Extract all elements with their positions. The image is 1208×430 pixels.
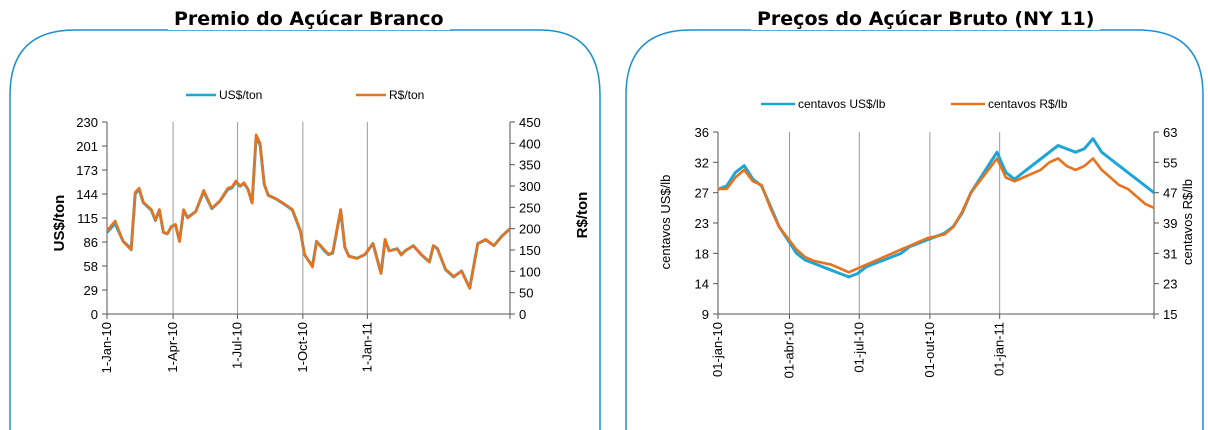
y-tick-label: 18 bbox=[695, 246, 709, 261]
y-tick-label: 32 bbox=[695, 155, 709, 170]
y-tick-label: 36 bbox=[695, 125, 709, 140]
panel-raw-sugar-prices: Preços do Açúcar Bruto (NY 11) centavos … bbox=[608, 0, 1208, 430]
y-tick-label: 29 bbox=[84, 283, 98, 298]
y-tick-label: 86 bbox=[84, 235, 98, 250]
x-tick-label: 01-abr-10 bbox=[782, 322, 797, 378]
series-line-brl bbox=[718, 157, 1155, 274]
y2-tick-label: 150 bbox=[519, 243, 541, 258]
frame-border bbox=[625, 29, 1204, 430]
y2-tick-label: 200 bbox=[519, 222, 541, 237]
y2-tick-label: 50 bbox=[519, 286, 533, 301]
y-tick-label: 14 bbox=[695, 277, 709, 292]
y2-tick-label: 400 bbox=[519, 136, 541, 151]
y2-tick-label: 450 bbox=[519, 115, 541, 130]
panel-frame bbox=[625, 29, 1204, 430]
y2-tick-label: 350 bbox=[519, 158, 541, 173]
series-line-brl bbox=[105, 133, 511, 290]
y2-tick-label: 39 bbox=[1163, 216, 1177, 231]
y-axis-title: centavos US$/lb bbox=[658, 175, 673, 270]
y-tick-label: 0 bbox=[91, 307, 98, 322]
y2-tick-label: 31 bbox=[1163, 246, 1177, 261]
y-tick-label: 230 bbox=[76, 115, 98, 130]
y2-tick-label: 100 bbox=[519, 264, 541, 279]
y-tick-label: 27 bbox=[695, 186, 709, 201]
y2-tick-label: 23 bbox=[1163, 277, 1177, 292]
y2-tick-label: 0 bbox=[519, 307, 526, 322]
x-tick-label: 1-Jan-10 bbox=[99, 322, 114, 373]
frame-border bbox=[9, 29, 601, 430]
x-tick-label: 01-jan-10 bbox=[710, 322, 725, 377]
y2-tick-label: 15 bbox=[1163, 307, 1177, 322]
y2-tick-label: 47 bbox=[1163, 186, 1177, 201]
chart-raw-sugar-prices: centavos US$/lb centavos R$/lb centavos … bbox=[658, 97, 1195, 378]
x-tick-label: 1-Jul-10 bbox=[230, 322, 245, 369]
series-line-usd bbox=[105, 135, 512, 290]
panel-white-sugar-premium: Premio do Açúcar Branco US$/ton R$/ton U… bbox=[9, 8, 601, 430]
y2-axis-title: R$/ton bbox=[574, 192, 591, 239]
y2-axis-title: centavos R$/lb bbox=[1180, 179, 1195, 265]
series-line-usd bbox=[717, 137, 1155, 279]
y-tick-label: 173 bbox=[76, 163, 98, 178]
y2-tick-label: 63 bbox=[1163, 125, 1177, 140]
y-tick-label: 58 bbox=[84, 259, 98, 274]
panel-frame bbox=[9, 29, 601, 430]
y2-tick-label: 250 bbox=[519, 200, 541, 215]
legend-label-brl: centavos R$/lb bbox=[988, 97, 1068, 111]
legend-label-brl: R$/ton bbox=[389, 88, 424, 102]
legend-label-usd: US$/ton bbox=[219, 88, 262, 102]
y-tick-label: 115 bbox=[77, 211, 98, 226]
x-tick-label: 1-Apr-10 bbox=[165, 322, 180, 373]
x-tick-label: 1-Jan-11 bbox=[359, 322, 374, 372]
y-tick-label: 201 bbox=[76, 139, 98, 154]
y-tick-label: 9 bbox=[702, 307, 709, 322]
legend-label-usd: centavos US$/lb bbox=[798, 97, 886, 111]
y2-tick-label: 55 bbox=[1163, 155, 1177, 170]
chart-title: Preços do Açúcar Bruto (NY 11) bbox=[751, 8, 1101, 30]
y-axis-title: US$/ton bbox=[51, 195, 68, 252]
chart-white-sugar-premium: US$/ton R$/ton US$/ton R$/ton 1-Jan-10 1-… bbox=[51, 88, 591, 373]
x-tick-label: 01-jul-10 bbox=[851, 322, 866, 373]
x-tick-label: 1-Oct-10 bbox=[295, 322, 310, 373]
chart-title: Premio do Açúcar Branco bbox=[168, 8, 450, 30]
y-tick-label: 144 bbox=[76, 187, 98, 202]
x-tick-label: 01-out-10 bbox=[922, 322, 937, 378]
plot-area: 01-jan-10 01-abr-10 01-jul-10 01-out-10 01-j… bbox=[695, 125, 1178, 378]
y2-tick-label: 300 bbox=[519, 179, 541, 194]
y-tick-label: 23 bbox=[695, 216, 709, 231]
plot-area: 1-Jan-10 1-Apr-10 1-Jul-10 1-Oct-10 1-Jan-11… bbox=[76, 115, 540, 373]
x-tick-label: 01-jan-11 bbox=[992, 322, 1007, 376]
